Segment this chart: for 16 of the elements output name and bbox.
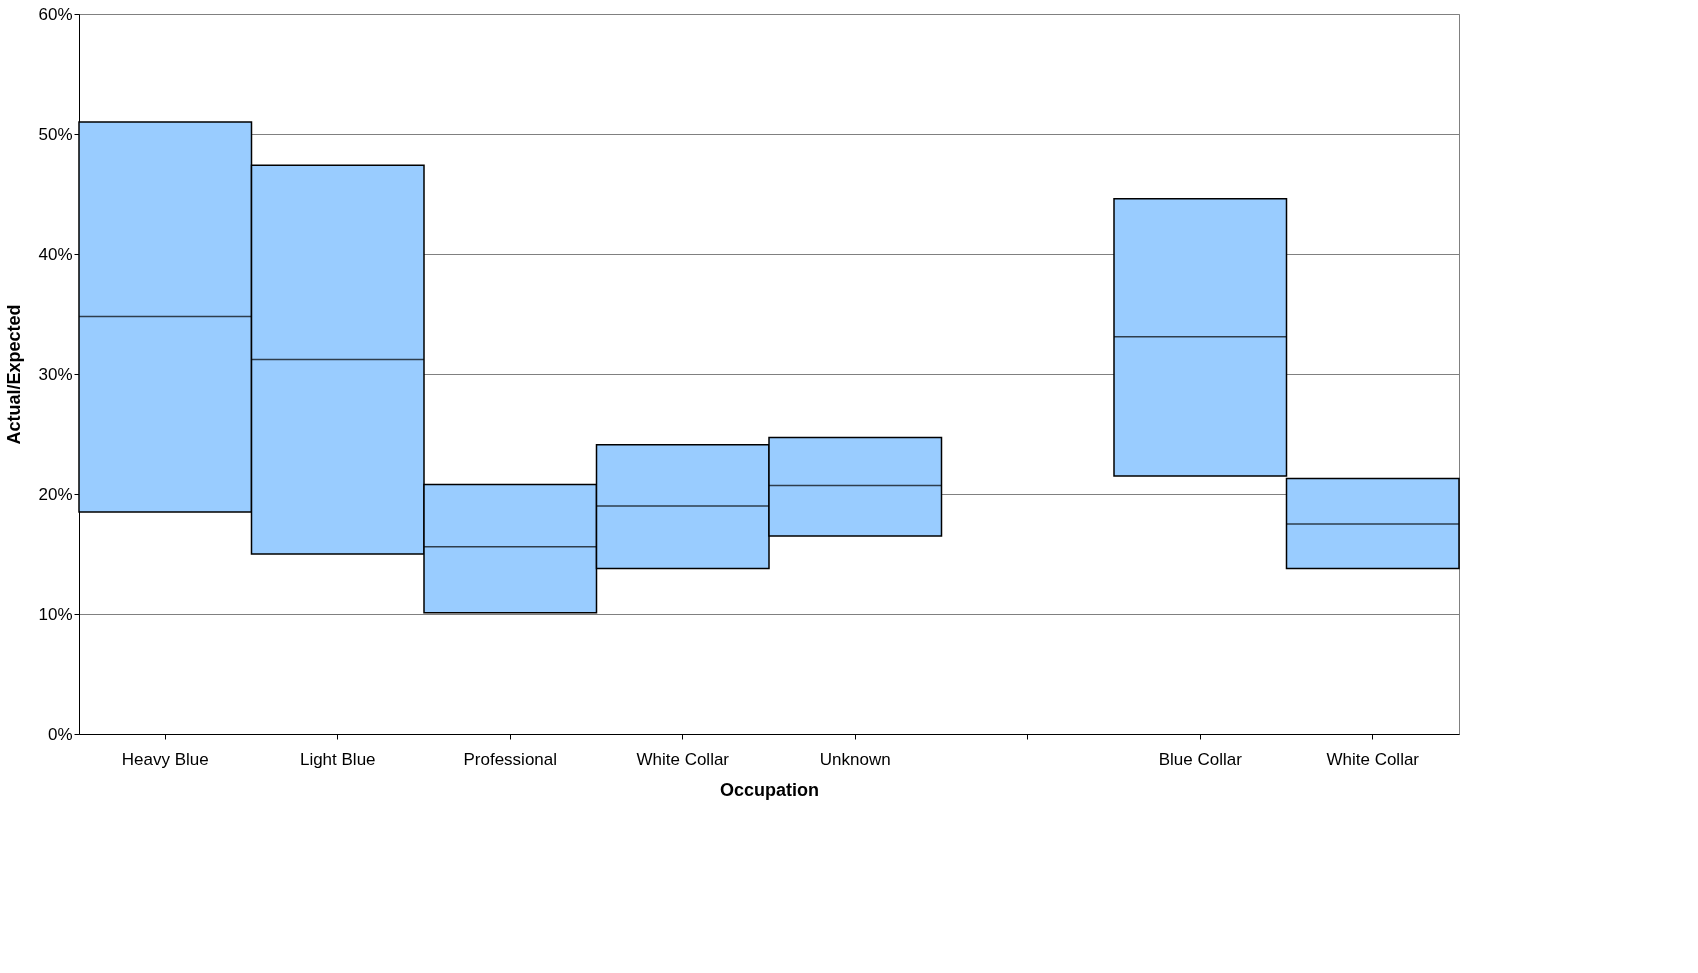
- y-tick-label: 30%: [38, 364, 73, 384]
- y-tick-label: 40%: [38, 244, 73, 264]
- x-tick-label: Heavy Blue: [121, 749, 209, 769]
- x-axis-title: Occupation: [719, 779, 820, 800]
- y-tick-label: 0%: [47, 724, 73, 744]
- y-axis-title: Actual/Expected: [4, 304, 25, 445]
- x-tick-label: White Collar: [636, 749, 730, 769]
- y-tick-label: 10%: [38, 604, 73, 624]
- y-tick-label: 20%: [38, 484, 73, 504]
- x-tick-label: Light Blue: [299, 749, 376, 769]
- x-tick-label: Professional: [463, 749, 558, 769]
- x-tick-label: Unknown: [819, 749, 891, 769]
- y-tick-label: 50%: [38, 124, 73, 144]
- x-tick-label: Blue Collar: [1158, 749, 1243, 769]
- x-tick-label: White Collar: [1326, 749, 1420, 769]
- y-tick-label: 60%: [38, 4, 73, 24]
